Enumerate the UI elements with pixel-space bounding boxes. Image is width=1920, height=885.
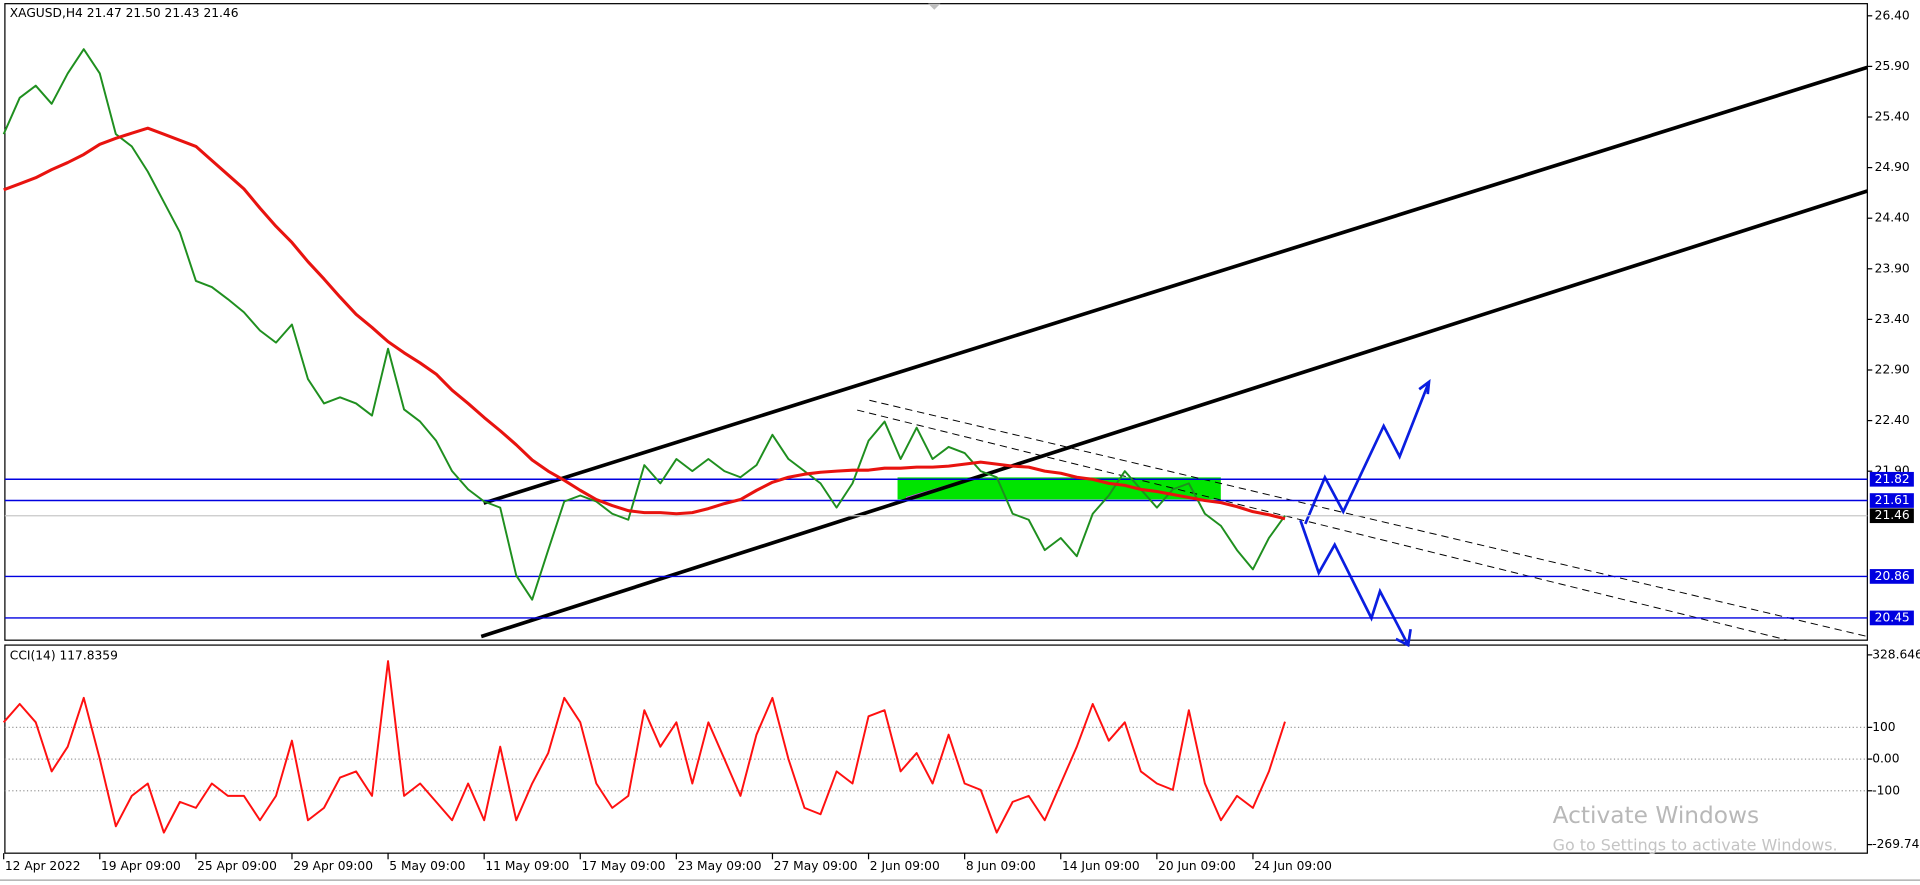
x-tick-label: 17 May 09:00 [581,859,665,873]
indicator-title: CCI(14) 117.8359 [10,649,118,663]
watermark-title: Activate Windows [1553,802,1760,829]
dashed-trendline[interactable] [857,409,1788,641]
x-tick-label: 20 Jun 09:00 [1158,859,1236,873]
level-label-box [1869,610,1914,626]
x-tick-label: 29 Apr 09:00 [293,859,373,873]
x-tick-label: 25 Apr 09:00 [197,859,277,873]
chart-title: XAGUSD,H4 21.47 21.50 21.43 21.46 [10,6,239,20]
y-tick-label: 23.40 [1875,312,1910,326]
level-label: 21.61 [1875,493,1910,507]
x-tick-label: 8 Jun 09:00 [966,859,1036,873]
channel-line-lower[interactable] [480,189,1868,639]
y-tick-label: 25.40 [1875,110,1910,124]
series-line [2,660,1286,834]
y-tick-label: 25.90 [1875,59,1910,73]
series-line [3,126,1286,521]
y-tick-label: 0.00 [1872,752,1899,766]
x-tick-label: 14 Jun 09:00 [1062,859,1140,873]
level-label: 20.45 [1875,610,1910,624]
y-tick-label: -100 [1872,783,1900,797]
series-line [2,48,1286,601]
y-tick-label: 24.90 [1875,160,1910,174]
level-label-box [1869,471,1914,487]
level-label: 21.82 [1875,472,1910,486]
arrow-up[interactable] [1304,378,1431,525]
x-tick-label: 12 Apr 2022 [5,859,81,873]
y-tick-label: 100 [1872,720,1895,734]
x-tick-label: 19 Apr 09:00 [101,859,181,873]
y-tick-label: 23.90 [1875,261,1910,275]
cci-plot-frame [4,644,1868,854]
shift-marker[interactable] [928,3,941,10]
x-tick-label: 27 May 09:00 [774,859,858,873]
level-label: 20.86 [1875,569,1910,583]
y-tick-label: 26.40 [1875,8,1910,22]
y-tick-label: -269.749 [1872,837,1920,851]
watermark-subtitle: Go to Settings to activate Windows. [1553,835,1838,854]
x-tick-label: 5 May 09:00 [389,859,465,873]
zone-rect[interactable] [897,477,1221,500]
x-tick-label: 2 Jun 09:00 [870,859,940,873]
channel-line-upper[interactable] [483,65,1868,505]
arrow-down[interactable] [1299,519,1412,648]
drawings [480,65,1868,648]
y-tick-label: 22.90 [1875,362,1910,376]
level-label-box [1869,493,1914,508]
y-tick-label: 24.40 [1875,211,1910,225]
level-label-box [1869,569,1914,584]
x-tick-label: 11 May 09:00 [485,859,569,873]
x-tick-label: 23 May 09:00 [678,859,762,873]
last-price-box [1869,508,1914,524]
y-tick-label: 328.646 [1872,647,1920,661]
x-tick-label: 24 Jun 09:00 [1254,859,1332,873]
y-tick-label: 22.40 [1875,413,1910,427]
last-price-label: 21.46 [1875,508,1910,522]
